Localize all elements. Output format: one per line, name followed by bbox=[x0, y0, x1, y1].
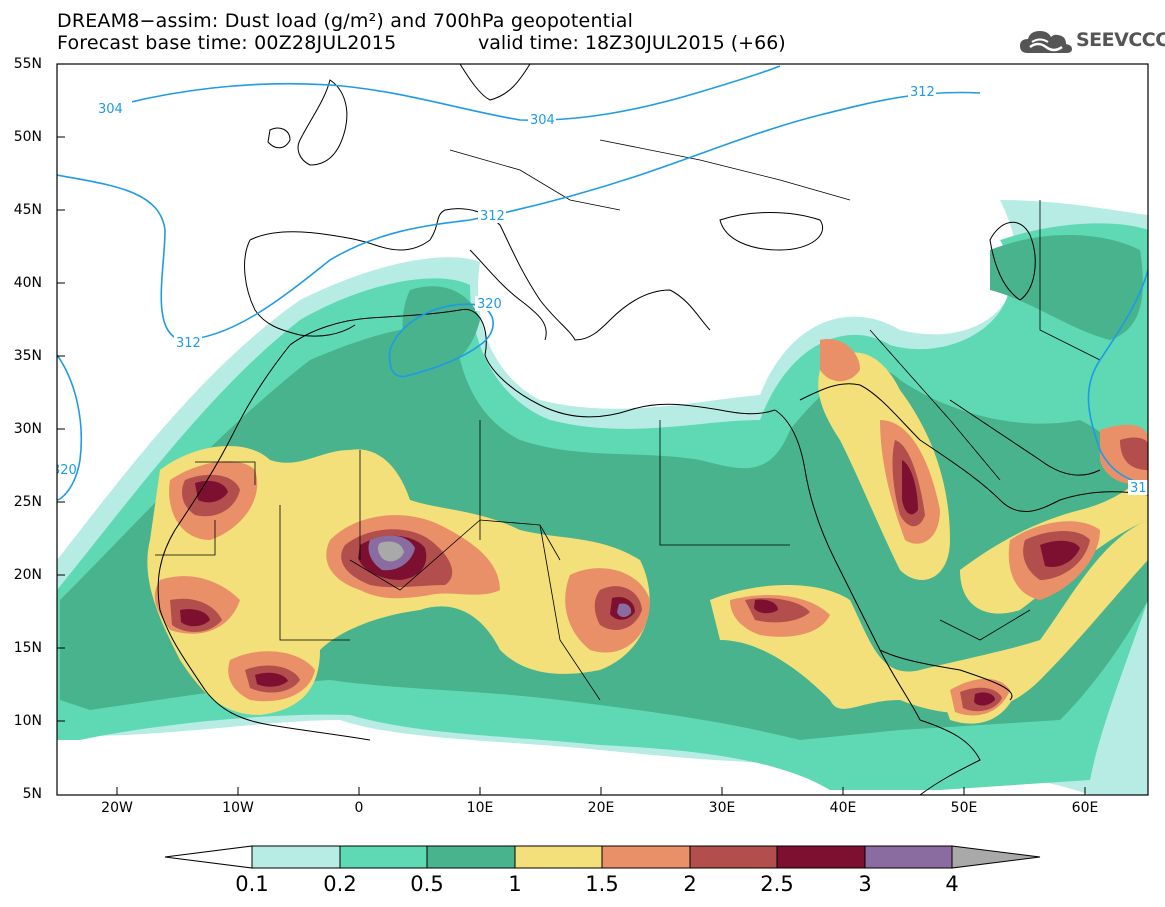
colorbar-label: 3 bbox=[858, 872, 872, 896]
colorbar-low-arrow bbox=[164, 845, 253, 869]
contour-label: 304 bbox=[98, 102, 123, 117]
logo-text: SEEVCCC bbox=[1076, 29, 1165, 51]
contour-labels: 304 304 312 312 312 320 320 31 bbox=[52, 84, 1148, 496]
colorbar-label: 0.1 bbox=[235, 872, 269, 896]
colorbar-label: 2.5 bbox=[760, 872, 794, 896]
map-title: DREAM8−assim: Dust load (g/m²) and 700hP… bbox=[57, 10, 634, 32]
colorbar-swatch bbox=[426, 845, 516, 869]
colorbar-swatch bbox=[776, 845, 866, 869]
lon-label: 60E bbox=[1071, 800, 1099, 816]
colorbar-swatch bbox=[601, 845, 691, 869]
colorbar-swatch bbox=[514, 845, 603, 869]
lat-label: 10N bbox=[13, 713, 42, 729]
lon-label: 10W bbox=[222, 800, 254, 816]
contour-label: 320 bbox=[52, 463, 77, 478]
lat-label: 25N bbox=[13, 494, 42, 510]
colorbar-swatch bbox=[689, 845, 778, 869]
colorbar-swatch bbox=[864, 845, 953, 869]
lat-label: 30N bbox=[13, 421, 42, 437]
colorbar bbox=[164, 845, 1041, 869]
contour-label: 312 bbox=[910, 85, 935, 100]
lat-label: 35N bbox=[13, 348, 42, 364]
contour-label: 320 bbox=[477, 297, 502, 312]
colorbar-label: 4 bbox=[945, 872, 959, 896]
colorbar-label: 2 bbox=[683, 872, 697, 896]
colorbar-swatch bbox=[251, 845, 341, 869]
lat-label: 20N bbox=[13, 567, 42, 583]
lon-label: 20W bbox=[101, 800, 133, 816]
contour-label: 31 bbox=[1130, 481, 1147, 496]
contour-label: 312 bbox=[176, 336, 201, 351]
lon-label: 40E bbox=[829, 800, 857, 816]
lat-label: 45N bbox=[13, 202, 42, 218]
dust-field bbox=[57, 200, 1148, 795]
forecast-base-time: Forecast base time: 00Z28JUL2015 bbox=[57, 32, 397, 54]
cloud-icon bbox=[1020, 31, 1072, 53]
valid-time: valid time: 18Z30JUL2015 (+66) bbox=[478, 32, 786, 54]
coastlines bbox=[155, 64, 1148, 795]
geopotential-contours bbox=[57, 65, 1148, 501]
lon-label: 30E bbox=[708, 800, 736, 816]
lon-label: 50E bbox=[950, 800, 978, 816]
seevccc-logo: SEEVCCC bbox=[1018, 27, 1165, 57]
lat-label: 50N bbox=[13, 129, 42, 145]
colorbar-label: 0.5 bbox=[410, 872, 444, 896]
lon-label: 20E bbox=[587, 800, 615, 816]
axis-ticks bbox=[57, 63, 1086, 795]
lat-label: 40N bbox=[13, 275, 42, 291]
colorbar-label: 1 bbox=[508, 872, 522, 896]
colorbar-high-arrow bbox=[951, 845, 1041, 869]
lon-label: 0 bbox=[354, 800, 364, 816]
lat-label: 15N bbox=[13, 640, 42, 656]
colorbar-label: 0.2 bbox=[323, 872, 357, 896]
lat-label: 5N bbox=[22, 786, 42, 802]
contour-label: 304 bbox=[530, 113, 555, 128]
contour-label: 312 bbox=[480, 209, 505, 224]
lat-label: 55N bbox=[13, 56, 42, 72]
colorbar-swatch bbox=[339, 845, 428, 869]
colorbar-label: 1.5 bbox=[585, 872, 619, 896]
lon-label: 10E bbox=[466, 800, 494, 816]
